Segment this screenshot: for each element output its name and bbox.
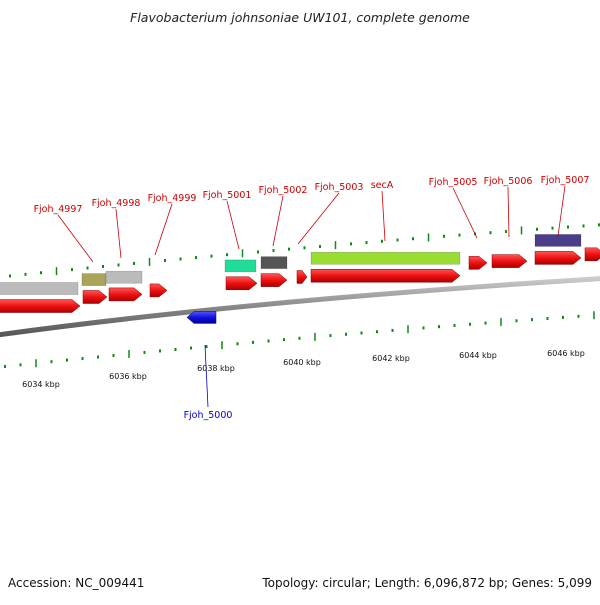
genome-summary-text: Topology: circular; Length: 6,096,872 bp… [261,576,592,590]
forward-gene-arrow [108,287,143,302]
gene-label: Fjoh_4999 [148,193,197,204]
gene-label: Fjoh_4997 [34,204,83,215]
scale-label: 6034 kbp [22,380,60,389]
gene-label: Fjoh_4998 [92,198,141,209]
feature-box [260,256,288,269]
forward-gene-arrow [310,268,461,283]
gene-track [0,247,600,324]
forward-gene-arrow [296,270,308,284]
gene-label: Fjoh_5006 [484,176,533,187]
chromosome-backbone [0,276,600,338]
gene-label: Fjoh_5003 [315,182,364,193]
label-leader [57,214,94,263]
scale-label: 6042 kbp [372,354,410,363]
accession-text: Accession: NC_009441 [8,576,144,590]
feature-track [0,234,582,295]
scale-labels: 6034 kbp 6036 kbp 6038 kbp 6040 kbp 6042 kbp… [22,349,585,389]
label-leader [154,203,173,256]
top-tick-track [9,223,600,278]
scale-label: 6046 kbp [547,349,585,358]
label-leader [507,186,510,238]
gene-labels: Fjoh_4997 Fjoh_4998 Fjoh_4999 Fjoh_5001 Fjoh… [34,175,590,421]
gene-label: Fjoh_5000 [184,410,233,421]
scale-label: 6040 kbp [283,358,321,367]
scale-label: 6036 kbp [109,372,147,381]
gene-label: secA [371,180,394,191]
gene-label: Fjoh_5005 [429,177,478,188]
label-leader [452,187,478,239]
feature-box [224,259,257,273]
label-leader-lines [57,185,566,408]
gene-label: Fjoh_5007 [541,175,590,186]
feature-box [81,273,107,286]
genome-title: Flavobacterium johnsoniae UW101, complet… [130,10,470,25]
forward-gene-arrow [0,299,81,313]
scale-label: 6038 kbp [197,364,235,373]
forward-gene-arrow [534,251,582,265]
forward-gene-arrow [82,290,108,304]
label-leader [115,208,122,259]
feature-box [105,270,143,284]
forward-gene-arrow [468,256,488,270]
label-leader [557,185,566,237]
forward-gene-arrow [225,276,258,291]
gene-label: Fjoh_5001 [203,190,252,201]
feature-box [0,282,79,295]
label-leader [226,200,240,250]
label-leader [381,190,386,242]
label-leader [297,192,340,245]
feature-box [534,234,582,247]
label-leader [272,195,284,247]
forward-gene-arrow [260,273,288,287]
reverse-gene-arrow [186,311,217,324]
forward-gene-arrow [149,283,168,298]
feature-box [310,251,461,265]
bottom-tick-track [4,311,595,368]
scale-label: 6044 kbp [459,351,497,360]
gene-label: Fjoh_5002 [259,185,308,196]
label-leader [204,344,209,408]
forward-gene-arrow [584,247,600,262]
forward-gene-arrow [491,254,528,268]
